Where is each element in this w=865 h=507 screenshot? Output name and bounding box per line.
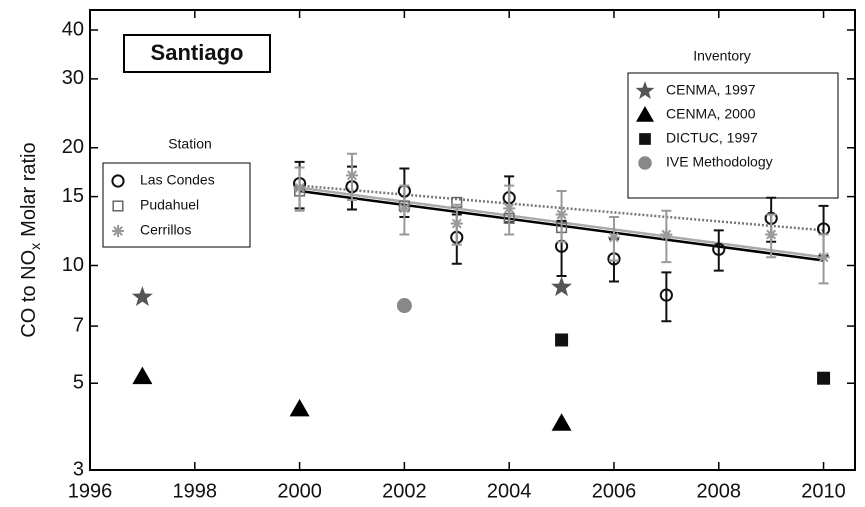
marker (607, 231, 620, 244)
legend-label: CENMA, 2000 (666, 106, 756, 122)
legend-marker (639, 133, 651, 145)
y-tick-label: 10 (62, 254, 84, 276)
marker (398, 202, 411, 215)
x-tick-label: 2000 (277, 480, 322, 502)
legend-label: CENMA, 1997 (666, 82, 756, 98)
legend-label: Las Condes (140, 172, 215, 188)
marker (555, 333, 569, 347)
marker (659, 288, 673, 302)
y-label-sub: x (27, 243, 43, 250)
marker (289, 398, 310, 417)
y-label-part: Molar ratio (18, 142, 40, 236)
marker (503, 202, 516, 215)
marker (660, 228, 673, 241)
marker (450, 217, 463, 230)
legend-marker (638, 156, 652, 170)
legend-marker (112, 200, 124, 212)
legend-marker (635, 81, 655, 99)
y-tick-label: 3 (73, 458, 84, 480)
x-tick-label: 2008 (697, 480, 742, 502)
x-tick-label: 1996 (68, 480, 113, 502)
y-tick-label: 5 (73, 372, 84, 394)
y-tick-label: 40 (62, 18, 84, 40)
y-tick-label: 30 (62, 67, 84, 89)
x-tick-label: 2006 (592, 480, 637, 502)
y-label-part: CO to NO (18, 250, 40, 338)
marker (551, 276, 572, 297)
x-tick-label: 2010 (801, 480, 846, 502)
marker (345, 169, 358, 182)
legend-label: Cerrillos (140, 222, 191, 238)
error-bar (713, 229, 724, 272)
x-tick-label: 1998 (173, 480, 218, 502)
marker (817, 371, 831, 385)
y-tick-label: 7 (73, 314, 84, 336)
marker (765, 228, 778, 241)
chart-title: Santiago (151, 40, 244, 65)
legend-title: Station (168, 136, 212, 152)
legend-marker (636, 106, 654, 122)
legend-label: Pudahuel (140, 197, 199, 213)
marker (132, 366, 153, 385)
y-tick-label: 20 (62, 136, 84, 158)
marker (555, 208, 568, 221)
legend-title: Inventory (693, 48, 751, 64)
plot-frame (89, 9, 856, 471)
marker (817, 251, 830, 264)
error-bar (661, 271, 672, 323)
title-box (123, 34, 271, 73)
legend-box (102, 162, 251, 248)
x-tick-label: 2002 (382, 480, 427, 502)
legend-label: IVE Methodology (666, 154, 773, 170)
legend-box (627, 72, 839, 199)
marker (712, 242, 726, 256)
legend-marker (112, 225, 124, 237)
marker (551, 413, 572, 431)
x-tick-label: 2004 (487, 480, 532, 502)
marker (293, 181, 306, 194)
y-tick-label: 15 (62, 185, 84, 207)
y-axis-label: CO to NOx Molar ratio (18, 142, 42, 337)
legend-marker (111, 174, 125, 188)
marker (131, 286, 153, 306)
legend-label: DICTUC, 1997 (666, 130, 758, 146)
marker (396, 298, 412, 314)
